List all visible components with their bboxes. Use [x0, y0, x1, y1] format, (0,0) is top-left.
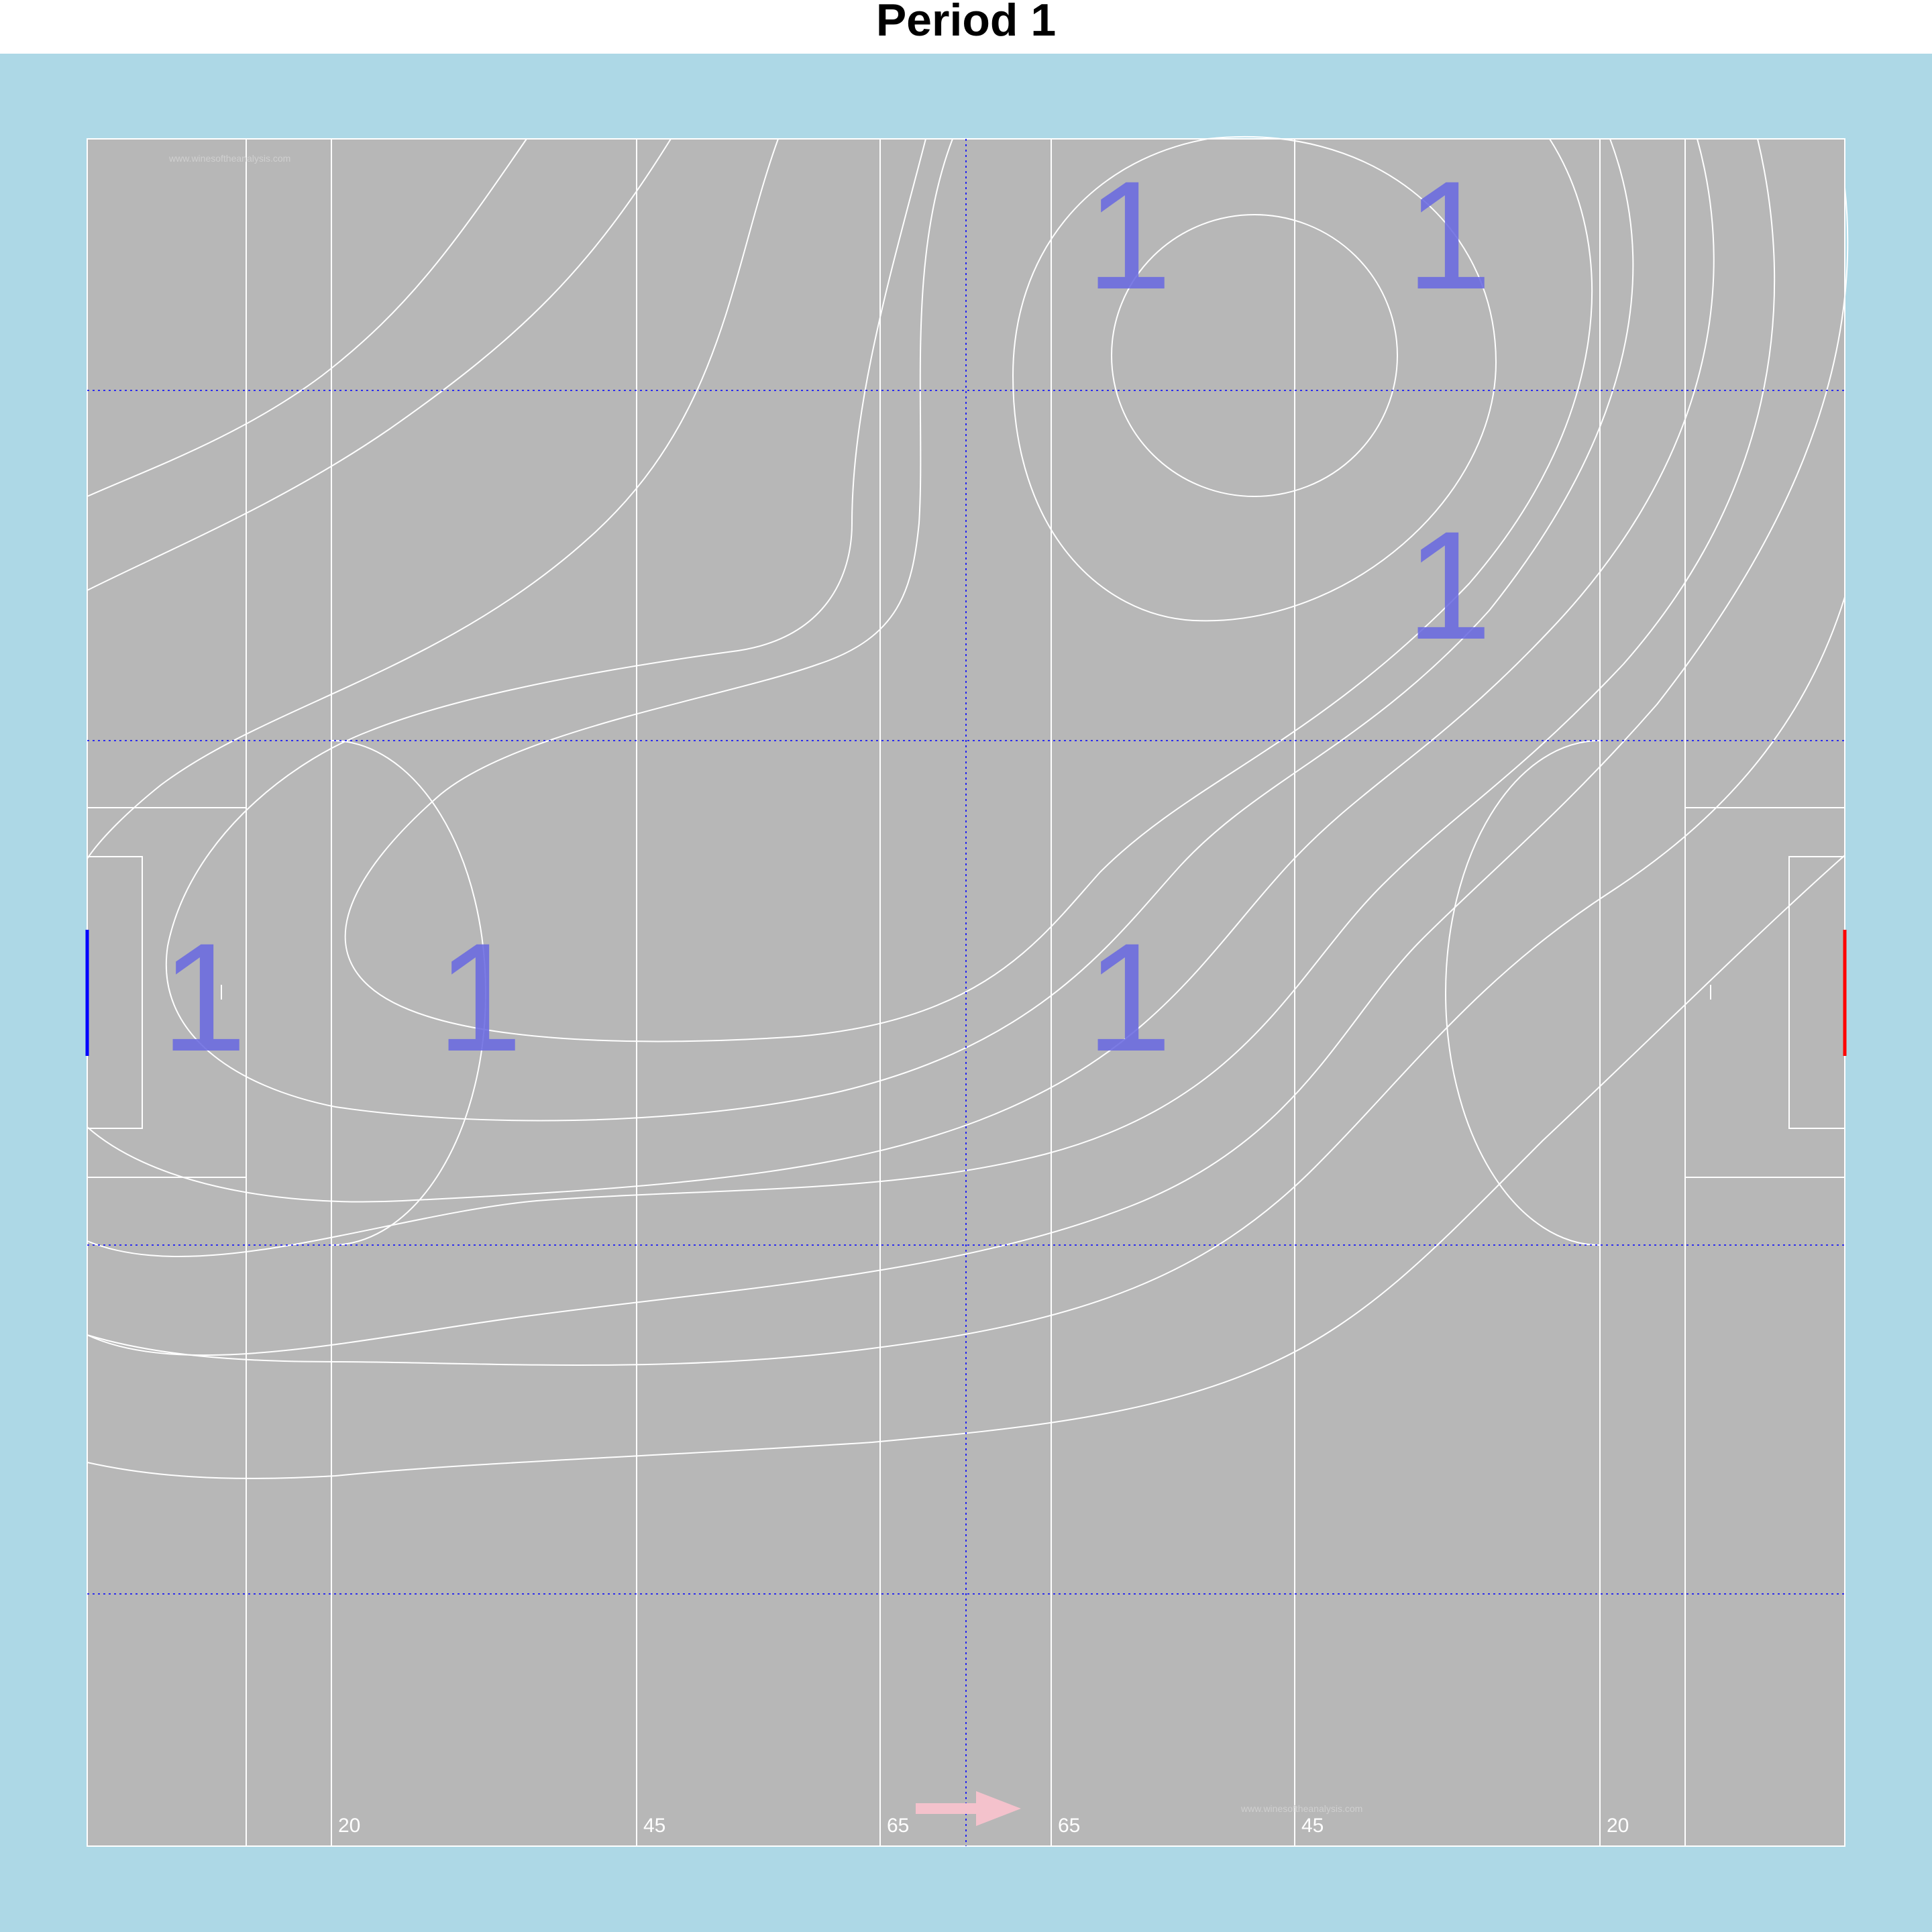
contour	[1012, 136, 1497, 622]
contour	[87, 855, 1845, 1479]
count-label: 1	[1086, 149, 1172, 321]
contour	[87, 138, 527, 497]
chart-title: Period 1	[875, 0, 1057, 46]
zone-grid	[87, 139, 1845, 1846]
count-label: 1	[1406, 499, 1492, 672]
watermark-bottom: www.winesoftheanalysis.com	[1240, 1803, 1362, 1814]
distance-label: 45	[643, 1815, 665, 1837]
density-contours	[87, 136, 1849, 1479]
watermark-top-left: www.winesoftheanalysis.com	[168, 153, 290, 164]
distance-label: 65	[1058, 1815, 1080, 1837]
title-bar: Period 1	[0, 0, 1932, 54]
right-arrow-icon	[916, 1791, 1021, 1826]
count-label: 1	[1086, 911, 1172, 1083]
count-label: 1	[437, 911, 523, 1083]
arc-left	[331, 740, 486, 1246]
count-label: 1	[161, 911, 247, 1083]
count-labels: 1 1 1 1 1 1	[161, 149, 1492, 1083]
distance-label: 20	[338, 1815, 360, 1837]
contour	[166, 138, 1634, 1122]
contour	[87, 138, 779, 859]
distance-label: 65	[887, 1815, 909, 1837]
count-label: 1	[1406, 149, 1492, 321]
distance-label: 20	[1607, 1815, 1629, 1837]
contour	[87, 596, 1845, 1366]
small-box-left	[87, 856, 143, 1129]
arc-right	[1445, 740, 1601, 1246]
contour-peak	[1111, 214, 1398, 497]
contour	[87, 138, 1715, 1203]
distance-label: 45	[1301, 1815, 1324, 1837]
contour	[344, 138, 1593, 1042]
pitch-diagram: www.winesoftheanalysis.com www.winesofth…	[85, 136, 1849, 1847]
distance-labels: 20 45 65 65 45 20	[338, 1815, 1629, 1837]
large-box-left	[87, 807, 247, 1178]
small-box-right	[1788, 856, 1845, 1129]
contour	[87, 138, 1776, 1257]
contour	[87, 187, 1849, 1356]
plot-area: www.winesoftheanalysis.com www.winesofth…	[0, 54, 1932, 1932]
contour	[87, 138, 672, 591]
large-box-right	[1684, 807, 1845, 1178]
